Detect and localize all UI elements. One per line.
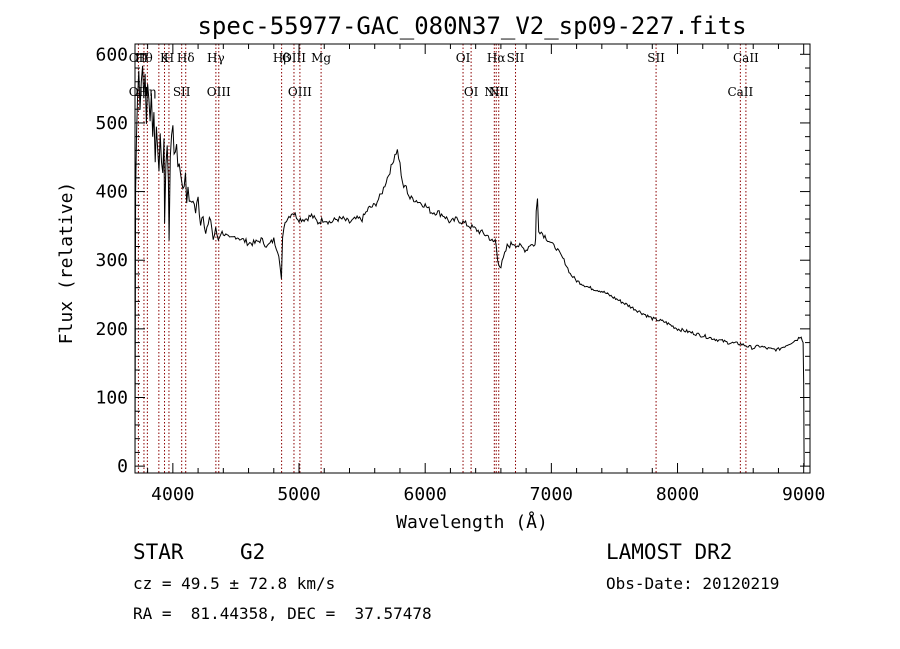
y-tick-label: 200	[95, 319, 128, 340]
survey-name: LAMOST DR2	[606, 540, 733, 564]
line-label-top: SII	[647, 51, 665, 65]
line-label-bottom: SII	[173, 85, 191, 99]
plot-frame	[134, 43, 811, 474]
line-label-bottom: CaII	[727, 85, 753, 99]
line-label-top: Hα	[487, 51, 506, 65]
x-axis-ticks: 4000 5000 6000 7000 8000 9000	[147, 44, 825, 505]
line-label-top: K	[160, 51, 170, 65]
line-label-top: CaII	[733, 51, 759, 65]
x-tick-label: 8000	[656, 484, 699, 505]
line-label-top: SII	[507, 51, 525, 65]
x-tick-label: 5000	[277, 484, 320, 505]
emission-line-markers	[137, 44, 747, 473]
y-axis-label: Flux (relative)	[56, 182, 77, 345]
x-tick-label: 4000	[151, 484, 194, 505]
y-tick-label: 500	[95, 113, 128, 134]
y-axis-ticks: 0 100 200 300 400 500 600	[95, 44, 810, 477]
line-label-top: Mg	[311, 51, 331, 65]
line-label-bottom: NII	[489, 85, 509, 99]
y-tick-label: 300	[95, 250, 128, 271]
x-tick-label: 7000	[530, 484, 573, 505]
object-class: STAR	[133, 540, 184, 564]
spectrum-line	[134, 65, 805, 467]
x-axis-label: Wavelength (Å)	[396, 511, 548, 533]
line-label-top: OIII	[282, 51, 306, 65]
line-label-bottom: NII	[484, 85, 504, 99]
observation-date: Obs-Date: 20120219	[606, 574, 780, 593]
y-tick-label: 400	[95, 182, 128, 203]
y-tick-label: 0	[117, 456, 128, 477]
line-label-top: Hγ	[207, 51, 225, 65]
line-label-bottom: OIII	[288, 85, 312, 99]
y-tick-label: 100	[95, 387, 128, 408]
line-label-bottom: OI	[464, 85, 479, 99]
line-label-top: OI	[456, 51, 471, 65]
spectrum-plot: spec-55977-GAC_080N37_V2_sp09-227.fits O…	[56, 12, 825, 533]
x-tick-label: 6000	[404, 484, 447, 505]
line-label-top: Hθ	[135, 51, 153, 65]
line-label-top: Hδ	[177, 51, 195, 65]
redshift-cz: cz = 49.5 ± 72.8 km/s	[133, 574, 336, 593]
line-label-top: H	[164, 51, 174, 65]
coordinates: RA = 81.44358, DEC = 37.57478	[133, 604, 432, 623]
line-label-bottom: OIII	[207, 85, 231, 99]
y-tick-label: 600	[95, 44, 128, 65]
line-label-top: Hβ	[273, 51, 290, 65]
x-tick-label: 9000	[782, 484, 825, 505]
object-subclass: G2	[240, 540, 266, 564]
chart-title: spec-55977-GAC_080N37_V2_sp09-227.fits	[197, 12, 746, 40]
